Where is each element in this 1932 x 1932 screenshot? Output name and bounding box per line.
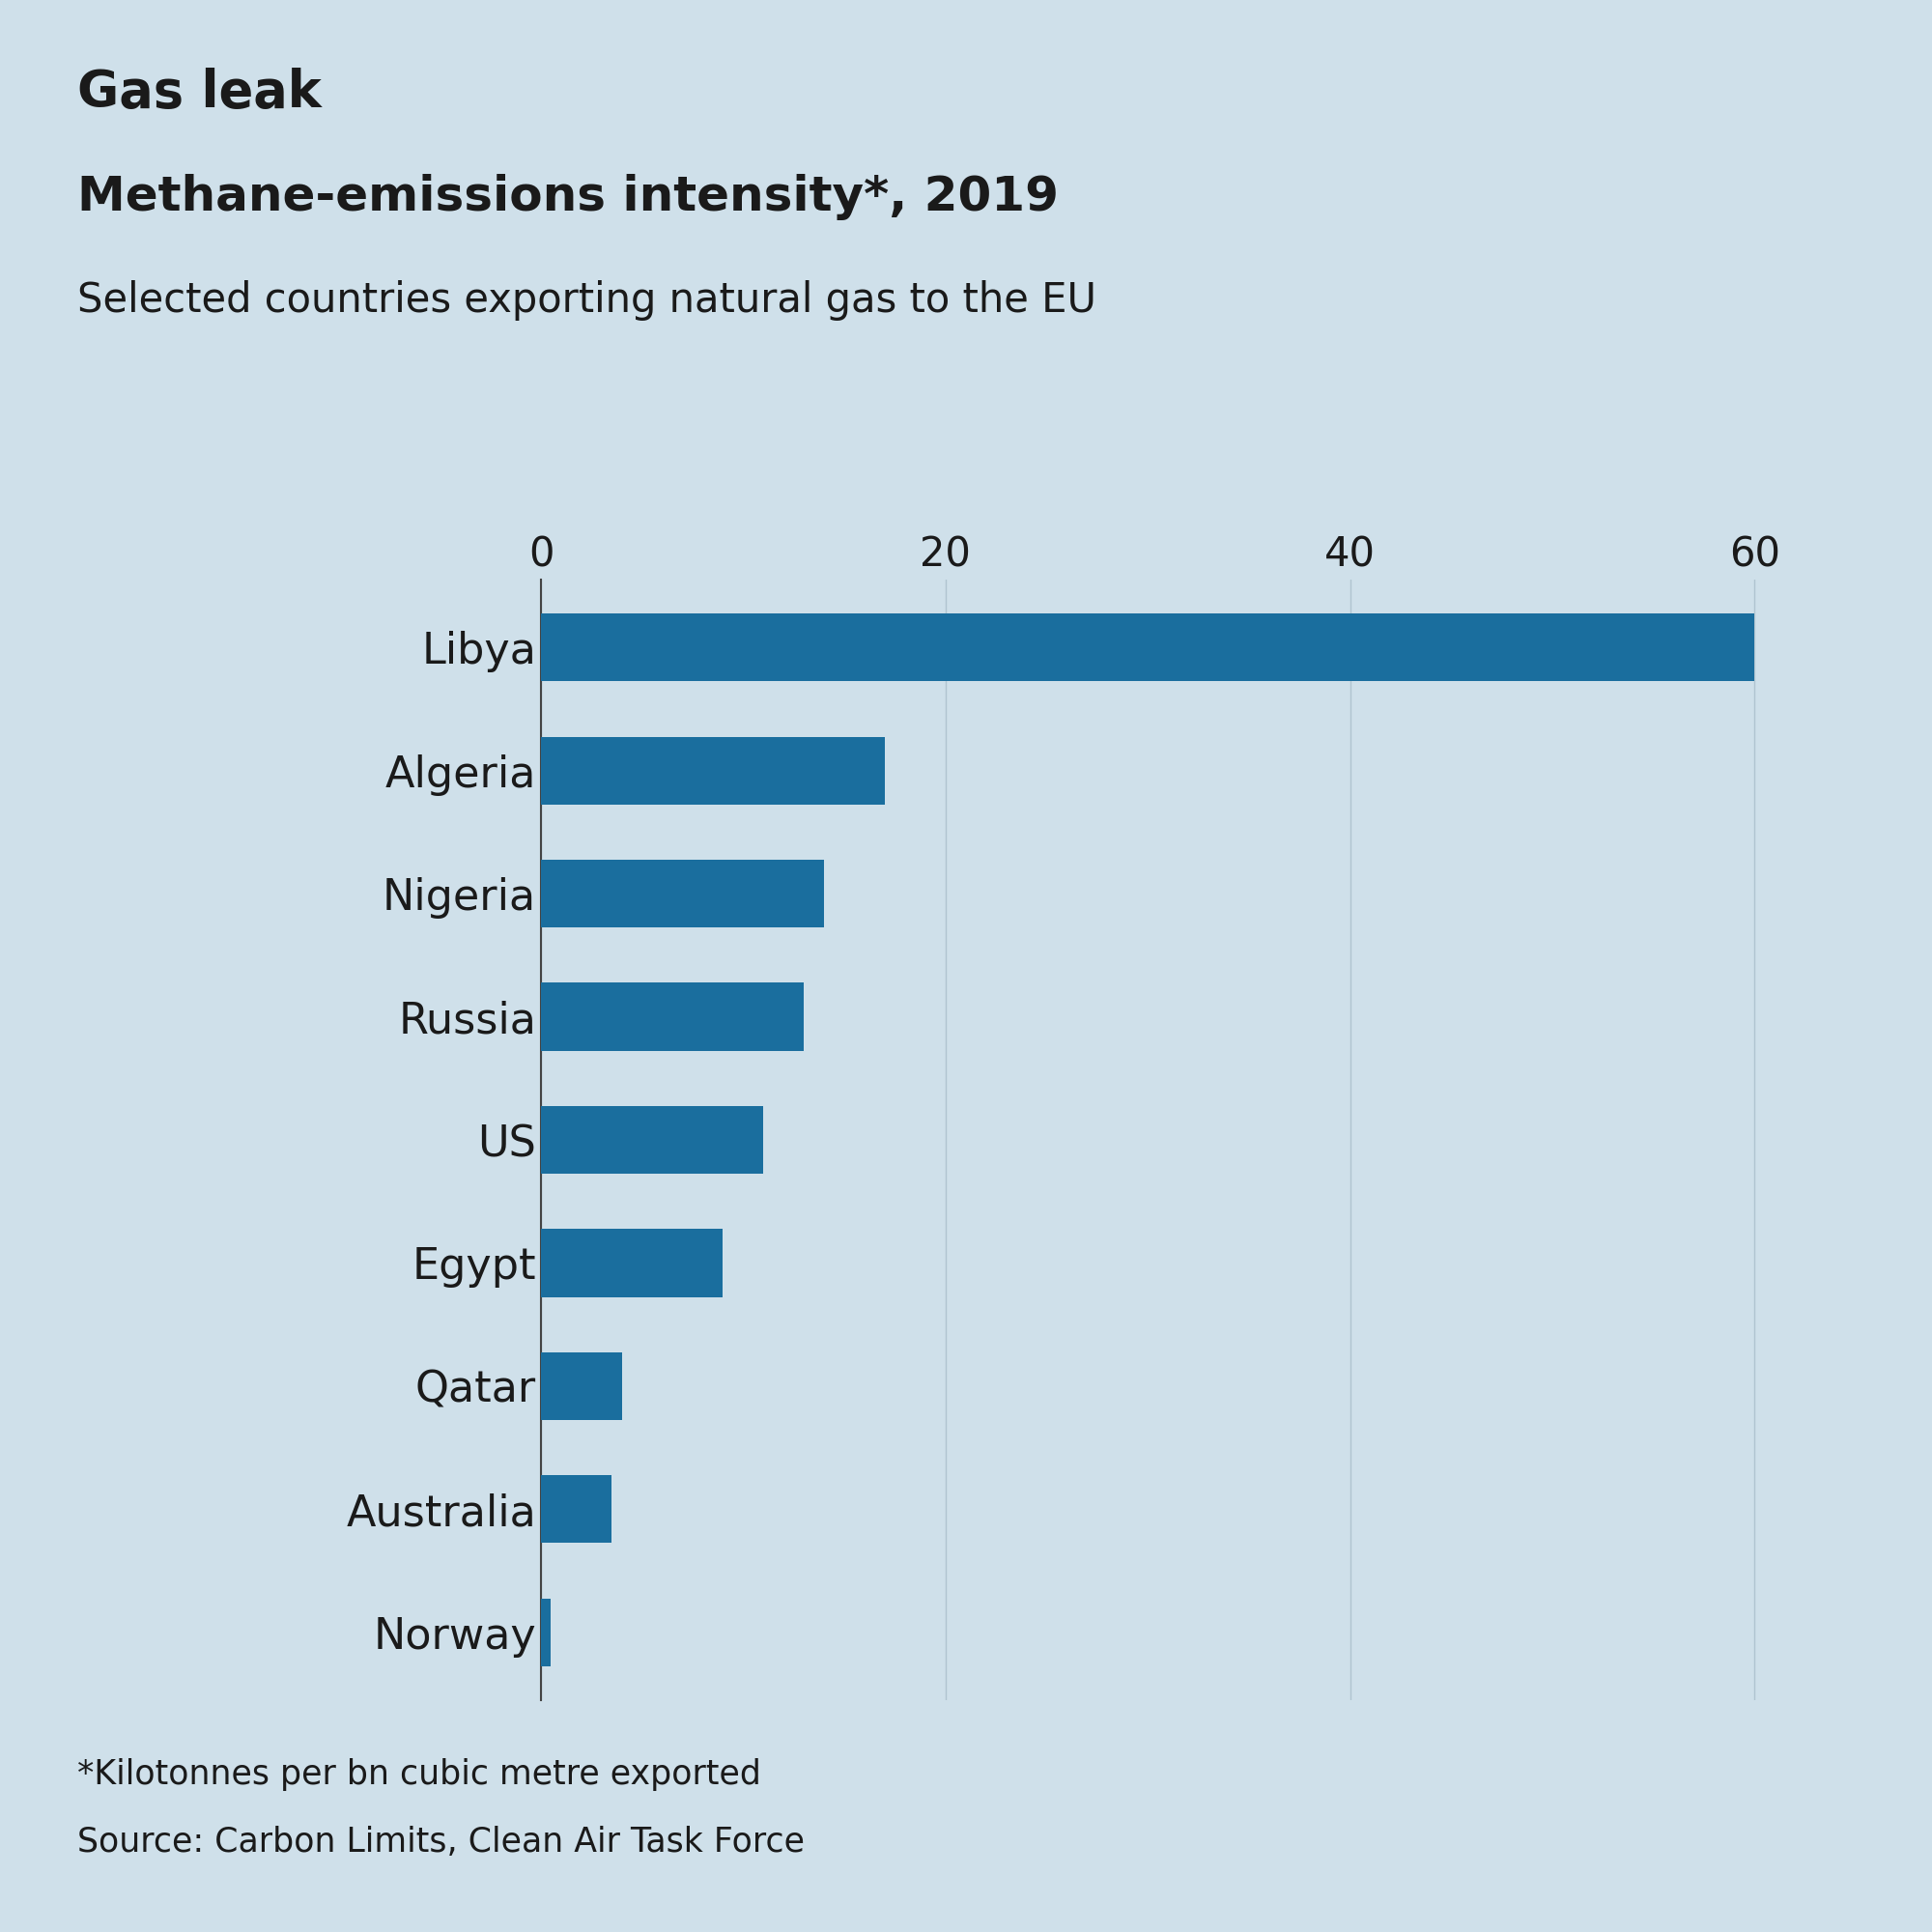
Bar [541, 1598, 551, 1665]
Bar [541, 736, 885, 804]
Text: *Kilotonnes per bn cubic metre exported: *Kilotonnes per bn cubic metre exported [77, 1758, 761, 1791]
Text: Source: Carbon Limits, Clean Air Task Force: Source: Carbon Limits, Clean Air Task Fo… [77, 1826, 804, 1859]
Text: Methane-emissions intensity*, 2019: Methane-emissions intensity*, 2019 [77, 174, 1059, 220]
Bar [541, 860, 825, 927]
Bar [541, 983, 804, 1051]
Bar [541, 1229, 723, 1296]
Bar [541, 1105, 763, 1175]
Bar [541, 614, 1754, 682]
Bar [541, 1476, 612, 1544]
Bar [541, 1352, 622, 1420]
Text: Selected countries exporting natural gas to the EU: Selected countries exporting natural gas… [77, 280, 1097, 321]
Text: Gas leak: Gas leak [77, 68, 321, 118]
